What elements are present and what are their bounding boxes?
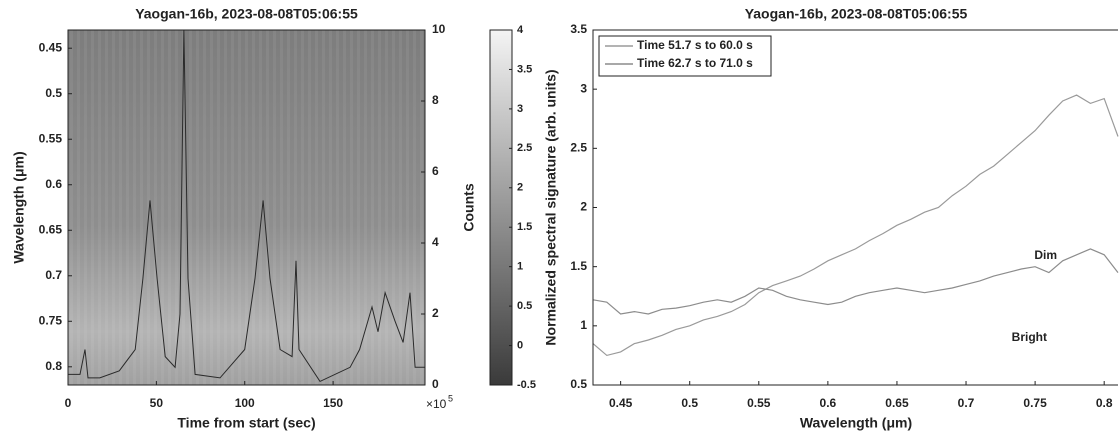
plot-area [593, 94, 1119, 357]
y2-axis-label: Counts [461, 183, 477, 231]
x-tick-label: 0 [65, 396, 72, 410]
colorbar-tick-label: 1 [517, 261, 523, 273]
x-tick-label: 0.45 [609, 396, 633, 410]
x-axis-label: Time from start (sec) [177, 415, 315, 431]
plot-frame [592, 29, 1118, 386]
y-tick-label: 1 [580, 318, 587, 332]
y-tick-label: 3 [580, 81, 587, 95]
x-tick-label: 0.8 [1096, 396, 1113, 410]
x-tick-label: 0.55 [747, 396, 771, 410]
y-axis-label: Normalized spectral signature (arb. unit… [543, 69, 559, 345]
y-tick-label: 0.45 [39, 40, 63, 54]
y-tick-label: 0.8 [45, 359, 62, 373]
y2-tick-label: 8 [432, 93, 439, 107]
x-tick-label: 0.75 [1023, 396, 1047, 410]
y-tick-label: 0.65 [39, 222, 63, 236]
x-tick-label: 0.65 [885, 396, 909, 410]
x-tick-label: 150 [323, 396, 343, 410]
x-tick-label: 100 [235, 396, 255, 410]
y2-tick-label: 10 [432, 22, 446, 36]
colorbar-tick-label: 4 [517, 24, 524, 36]
colorbar-tick-label: 0.5 [517, 300, 532, 312]
colorbar-tick-label: 2.5 [517, 142, 532, 154]
colorbar-tick-label: 1.5 [517, 221, 532, 233]
y-tick-label: 3.5 [570, 22, 587, 36]
legend-label: Time 62.7 s to 71.0 s [637, 56, 753, 70]
plot-frame [67, 29, 426, 386]
colorbar-tick-label: 3 [517, 103, 523, 115]
spectrogram-texture [68, 30, 425, 385]
y-tick-label: 0.5 [45, 86, 62, 100]
x-multiplier: ×10 [426, 397, 447, 411]
colorbar-tick-label: 3.5 [517, 63, 532, 75]
chart-title: Yaogan-16b, 2023-08-08T05:06:55 [135, 6, 358, 22]
spectrum-line [593, 248, 1119, 315]
annotation: Bright [1012, 330, 1047, 344]
chart-title: Yaogan-16b, 2023-08-08T05:06:55 [745, 6, 968, 22]
y2-tick-label: 0 [432, 377, 439, 391]
y-tick-label: 0.5 [570, 377, 587, 391]
legend-box [598, 35, 772, 77]
x-tick-label: 0.6 [820, 396, 837, 410]
y-tick-label: 1.5 [570, 259, 587, 273]
y2-tick-label: 2 [432, 306, 439, 320]
y-tick-label: 2 [580, 200, 587, 214]
y-axis-label: Wavelength (μm) [11, 151, 27, 263]
x-tick-label: 0.7 [958, 396, 975, 410]
y-tick-label: 2.5 [570, 141, 587, 155]
y-tick-label: 0.75 [39, 313, 63, 327]
colorbar-tick-label: -0.5 [517, 379, 536, 391]
colorbar-tick-label: 0 [517, 339, 523, 351]
x-tick-label: 50 [150, 396, 164, 410]
y2-tick-label: 6 [432, 164, 439, 178]
y-tick-label: 0.7 [45, 268, 62, 282]
colorbar [489, 29, 513, 386]
colorbar-tick-label: 2 [517, 182, 523, 194]
legend-label: Time 51.7 s to 60.0 s [637, 38, 753, 52]
x-tick-label: 0.5 [681, 396, 698, 410]
counts-line [68, 29, 425, 383]
spectrum-line [593, 94, 1119, 357]
x-multiplier-power: 5 [448, 393, 453, 403]
y-tick-label: 0.6 [45, 177, 62, 191]
y-tick-label: 0.55 [39, 131, 63, 145]
x-axis-label: Wavelength (μm) [800, 415, 912, 431]
annotation: Dim [1034, 248, 1057, 262]
y2-tick-label: 4 [432, 235, 439, 249]
